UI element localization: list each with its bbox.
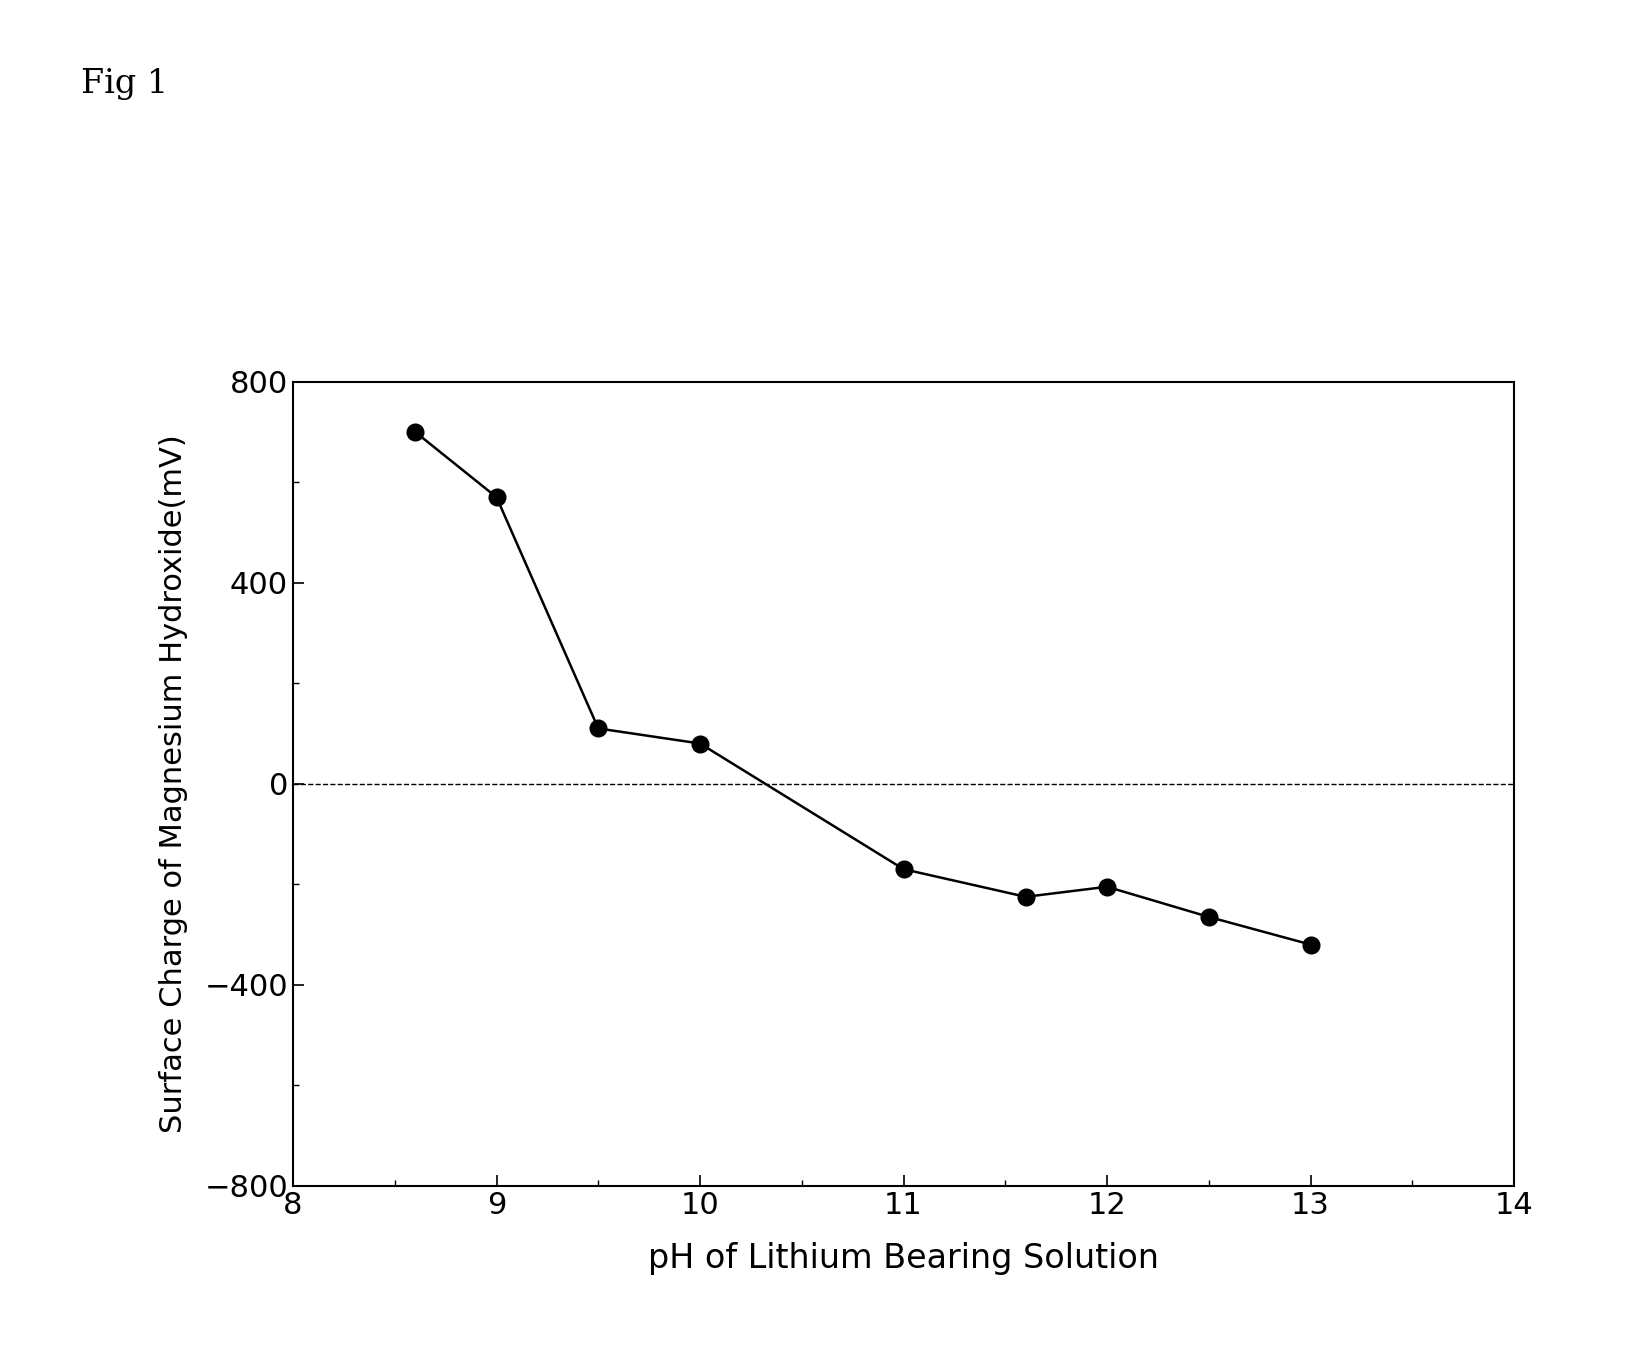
X-axis label: pH of Lithium Bearing Solution: pH of Lithium Bearing Solution — [648, 1242, 1159, 1274]
Text: Fig 1: Fig 1 — [81, 68, 169, 99]
Y-axis label: Surface Charge of Magnesium Hydroxide(mV): Surface Charge of Magnesium Hydroxide(mV… — [160, 435, 187, 1133]
